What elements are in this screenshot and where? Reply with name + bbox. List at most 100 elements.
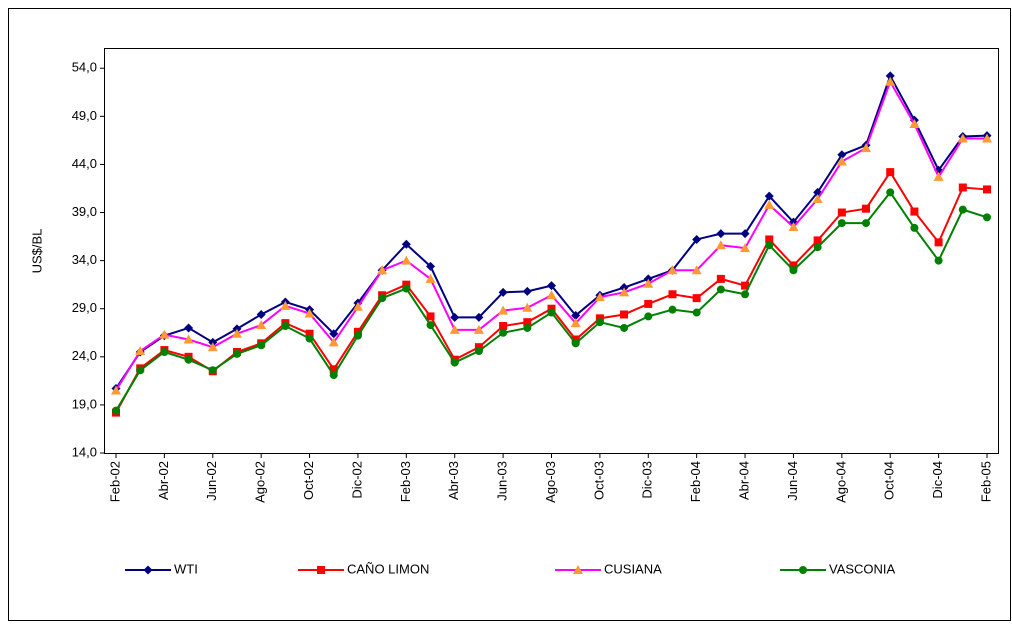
data-point (401, 255, 412, 265)
legend-label: WTI (174, 561, 198, 576)
x-tick-label: Abr-03 (446, 461, 461, 500)
x-tick-label: Dic-02 (349, 461, 364, 499)
data-point (547, 281, 556, 291)
x-tick-label: Ago-02 (253, 461, 268, 503)
data-point (958, 205, 967, 214)
data-point (958, 183, 967, 192)
data-point (305, 329, 314, 338)
data-point (474, 312, 484, 322)
legend-label: VASCONIA (829, 561, 896, 576)
data-point (352, 301, 363, 311)
data-point (837, 150, 847, 160)
series-line (115, 73, 988, 390)
data-point (692, 308, 701, 317)
frame (8, 8, 1011, 621)
data-point (983, 185, 991, 194)
data-point (449, 324, 460, 334)
data-point (450, 312, 460, 322)
data-point (885, 76, 896, 86)
y-tick-label: 44,0 (72, 156, 97, 171)
data-point (281, 322, 290, 331)
data-point (594, 292, 605, 302)
data-point (570, 318, 581, 328)
data-point (304, 308, 315, 318)
x-tick-label: Oct-03 (591, 461, 606, 500)
data-point (426, 261, 436, 271)
data-point (692, 234, 702, 244)
data-point (764, 191, 774, 201)
data-point (740, 243, 751, 253)
data-point (498, 287, 508, 297)
data-point (910, 207, 919, 216)
data-point (789, 261, 798, 270)
data-point (837, 208, 846, 217)
data-point (136, 366, 145, 375)
data-point (667, 265, 678, 275)
data-point (982, 133, 992, 143)
data-point (232, 349, 241, 358)
x-tick-label: Ago-03 (543, 461, 558, 503)
data-point (643, 278, 654, 288)
x-tick-label: Abr-02 (156, 461, 171, 500)
series-line (115, 190, 988, 412)
data-point (668, 290, 677, 299)
y-tick-label: 29,0 (72, 300, 97, 315)
data-point (837, 219, 846, 228)
data-point (765, 241, 774, 250)
legend-marker (799, 566, 807, 574)
data-point (910, 223, 919, 232)
legend-marker (143, 565, 153, 575)
data-point (499, 328, 508, 337)
data-point (523, 323, 532, 332)
data-point (571, 339, 580, 348)
data-point (523, 318, 532, 327)
data-point (402, 284, 411, 293)
data-point (112, 406, 120, 415)
data-point (813, 243, 822, 252)
data-point (378, 294, 387, 303)
y-tick-label: 34,0 (72, 252, 97, 267)
data-point (716, 274, 725, 283)
data-point (183, 334, 194, 344)
data-point (159, 329, 170, 339)
data-point (522, 302, 533, 312)
data-point (329, 329, 339, 339)
y-tick-label: 19,0 (72, 396, 97, 411)
data-point (619, 287, 630, 297)
x-tick-label: Feb-04 (688, 461, 703, 502)
y-tick-label: 49,0 (72, 108, 97, 123)
data-point (764, 199, 775, 209)
data-point (788, 221, 799, 231)
data-point (184, 355, 193, 364)
y-tick-label: 39,0 (72, 204, 97, 219)
data-point (160, 348, 169, 356)
data-point (401, 239, 411, 249)
data-point (715, 240, 726, 250)
data-point (934, 256, 943, 265)
data-point (740, 229, 750, 239)
data-point (885, 71, 895, 81)
data-point (305, 334, 314, 343)
y-axis-label: US$/BL (29, 229, 44, 274)
legend-marker (317, 566, 325, 574)
data-point (716, 229, 726, 239)
data-point (547, 308, 556, 317)
data-point (741, 281, 750, 290)
data-point (499, 322, 508, 331)
data-point (983, 213, 991, 222)
data-point (861, 143, 872, 153)
data-point (741, 290, 750, 299)
data-point (184, 323, 194, 333)
data-point (280, 300, 291, 310)
data-point (329, 365, 338, 374)
data-point (813, 236, 822, 245)
data-point (595, 318, 604, 327)
x-tick-label: Abr-04 (736, 461, 751, 500)
data-point (498, 305, 509, 315)
data-point (789, 266, 798, 275)
data-point (620, 310, 629, 319)
data-point (668, 305, 677, 314)
data-point (692, 294, 701, 303)
data-point (522, 286, 532, 296)
